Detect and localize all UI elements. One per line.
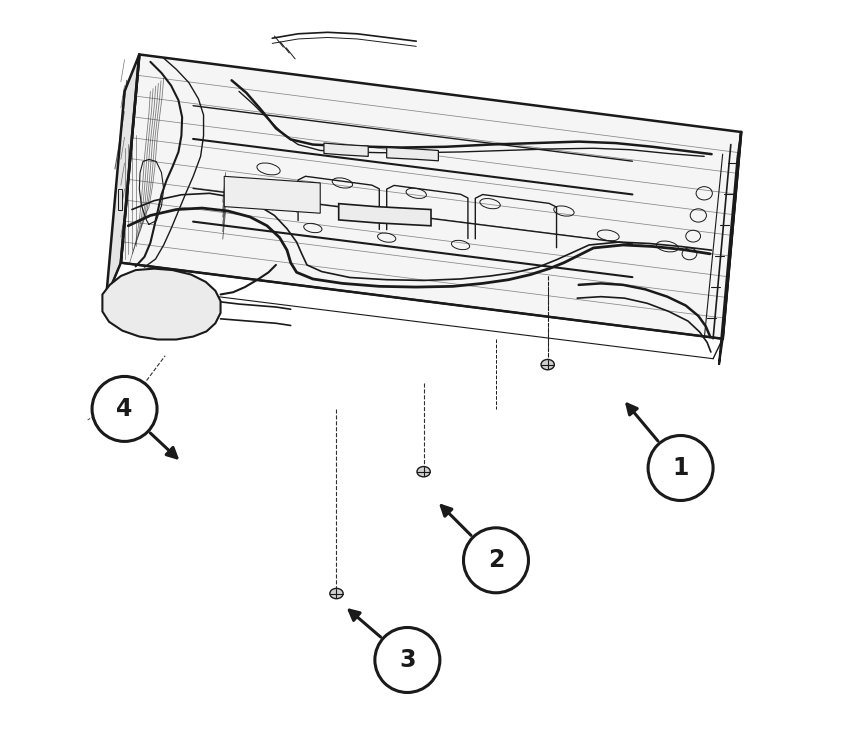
Text: 3: 3: [399, 648, 415, 672]
Ellipse shape: [330, 589, 343, 599]
Ellipse shape: [417, 466, 430, 477]
Ellipse shape: [129, 417, 141, 427]
Text: 1: 1: [672, 456, 688, 480]
Polygon shape: [338, 204, 430, 225]
Circle shape: [647, 435, 712, 501]
Circle shape: [92, 376, 157, 441]
Polygon shape: [118, 189, 122, 210]
Ellipse shape: [541, 359, 554, 370]
Polygon shape: [106, 54, 139, 298]
Polygon shape: [387, 147, 438, 161]
Text: 2: 2: [487, 548, 504, 572]
Polygon shape: [224, 176, 320, 214]
Polygon shape: [324, 143, 368, 156]
Circle shape: [463, 527, 528, 593]
Polygon shape: [718, 132, 740, 365]
Text: 4: 4: [116, 397, 133, 421]
Circle shape: [375, 627, 439, 693]
Ellipse shape: [103, 403, 115, 412]
Polygon shape: [102, 269, 220, 339]
Polygon shape: [121, 54, 740, 339]
